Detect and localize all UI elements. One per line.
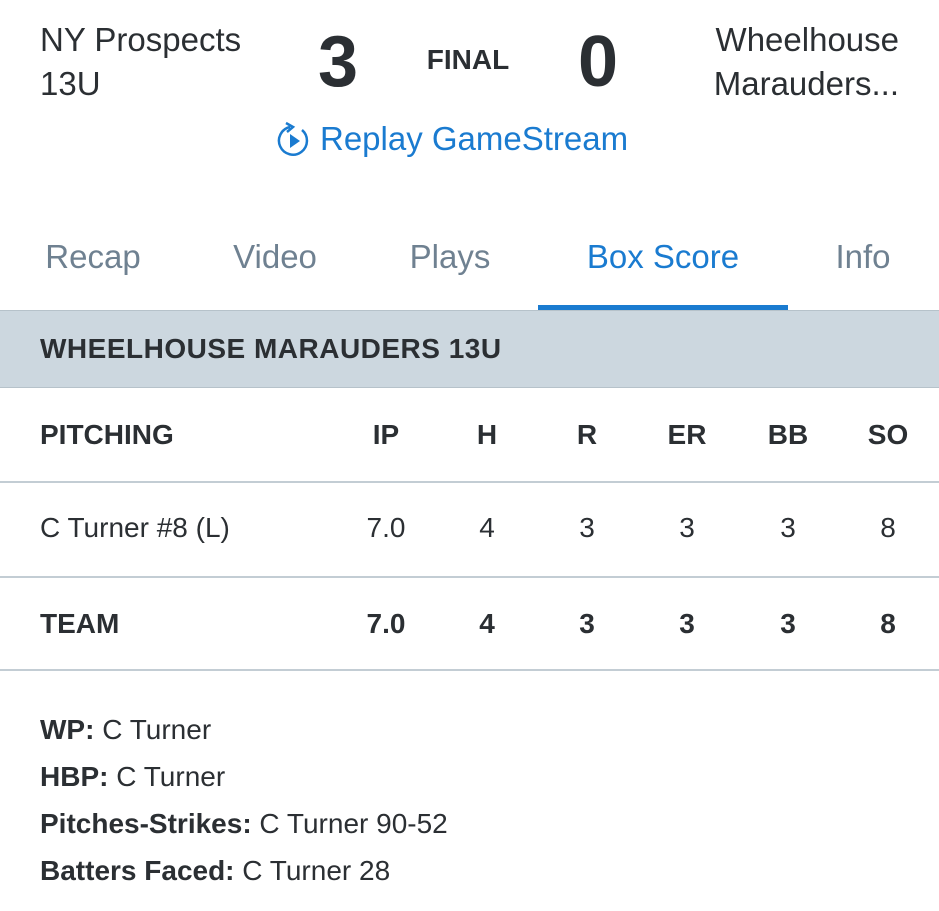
tab-video[interactable]: Video <box>233 238 317 275</box>
note-label: WP: <box>40 714 95 745</box>
home-team-line: 13U <box>40 65 101 102</box>
home-score: 3 <box>317 22 359 102</box>
replay-icon <box>277 121 309 156</box>
stat-cell: 7.0 <box>366 512 406 543</box>
note-label: Pitches-Strikes: <box>40 808 252 839</box>
note-wp: WP: C Turner <box>40 706 448 753</box>
table-row[interactable]: C Turner #8 (L) 7.0 4 3 3 3 8 <box>0 483 939 578</box>
section-title: WHEELHOUSE MARAUDERS 13U <box>40 333 502 364</box>
column-header: H <box>476 419 498 450</box>
note-hbp: HBP: C Turner <box>40 753 448 800</box>
tab-info[interactable]: Info <box>835 238 891 275</box>
away-team-name[interactable]: Wheelhouse Marauders... <box>714 18 899 106</box>
note-value: C Turner 90-52 <box>251 808 448 839</box>
replay-label: Replay GameStream <box>320 120 629 157</box>
column-header: BB <box>767 419 809 450</box>
stat-cell: 3 <box>780 512 796 543</box>
stat-cell: 3 <box>780 608 796 639</box>
note-label: Batters Faced: <box>40 855 235 886</box>
stat-cell: 3 <box>679 512 695 543</box>
note-value: C Turner <box>108 761 226 792</box>
pitching-notes: WP: C Turner HBP: C Turner Pitches-Strik… <box>40 706 448 894</box>
home-team-line: NY Prospects <box>40 21 242 58</box>
note-value: C Turner <box>94 714 212 745</box>
column-header: SO <box>867 419 909 450</box>
away-team-line: Wheelhouse <box>715 21 899 58</box>
tab-recap[interactable]: Recap <box>45 238 141 275</box>
column-header: IP <box>372 419 400 450</box>
note-pitches-strikes: Pitches-Strikes: C Turner 90-52 <box>40 800 448 847</box>
total-label: TEAM <box>40 608 120 639</box>
replay-gamestream-button[interactable]: Replay GameStream <box>276 120 628 158</box>
home-team-name[interactable]: NY Prospects 13U <box>40 18 241 106</box>
note-value: C Turner 28 <box>234 855 391 886</box>
stat-cell: 8 <box>880 608 896 639</box>
player-name[interactable]: C Turner #8 (L) <box>40 512 230 543</box>
table-header: PITCHING IP H R ER BB SO <box>0 388 939 483</box>
tab-box-score[interactable]: Box Score <box>586 238 740 275</box>
column-header: PITCHING <box>40 419 174 450</box>
game-status: FINAL <box>426 44 510 75</box>
stat-cell: 3 <box>679 608 695 639</box>
away-team-line: Marauders... <box>713 65 899 102</box>
stat-cell: 8 <box>880 512 896 543</box>
stat-cell: 4 <box>479 608 495 639</box>
note-batters-faced: Batters Faced: C Turner 28 <box>40 847 448 894</box>
team-total-row: TEAM 7.0 4 3 3 3 8 <box>0 578 939 671</box>
team-section-header: WHEELHOUSE MARAUDERS 13U <box>0 310 939 388</box>
stat-cell: 7.0 <box>366 608 406 639</box>
column-header: ER <box>667 419 707 450</box>
note-label: HBP: <box>40 761 109 792</box>
stat-cell: 4 <box>479 512 495 543</box>
tab-plays[interactable]: Plays <box>409 238 491 275</box>
active-tab-indicator <box>538 305 788 310</box>
stat-cell: 3 <box>579 608 595 639</box>
stat-cell: 3 <box>579 512 595 543</box>
column-header: R <box>576 419 598 450</box>
away-score: 0 <box>577 22 619 102</box>
